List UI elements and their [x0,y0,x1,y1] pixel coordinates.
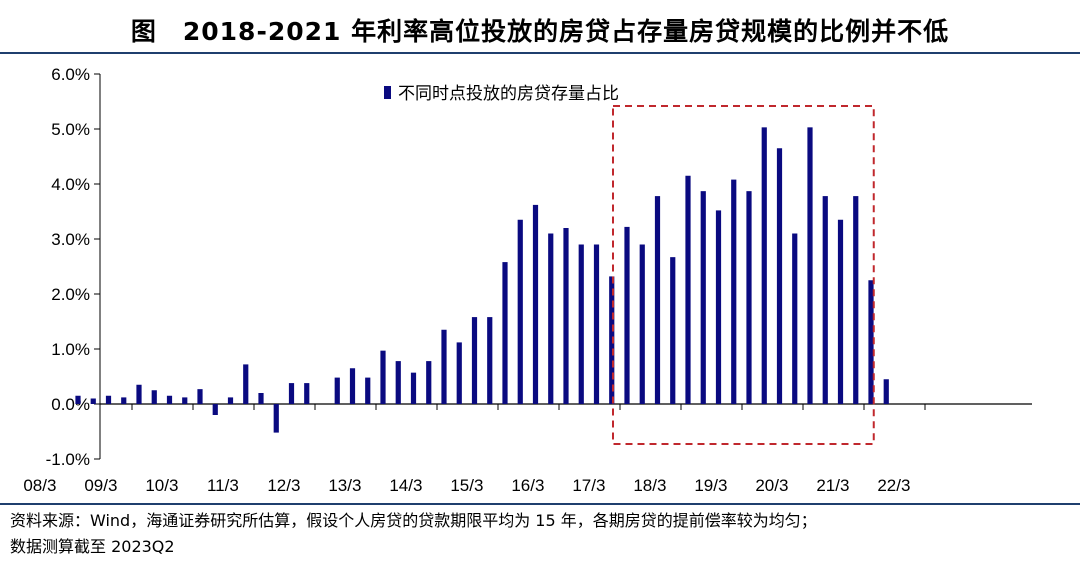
title-rule [0,52,1080,54]
bar [258,393,264,404]
x-tick-label: 13/3 [328,476,361,495]
x-tick-label: 08/3 [23,476,56,495]
y-tick-label: 4.0% [51,175,90,194]
chart-title-text: 2018-2021 年利率高位投放的房贷占存量房贷规模的比例并不低 [182,17,950,46]
bar [715,210,722,404]
bar [807,127,813,404]
highlight-box [612,105,875,445]
bar [853,196,859,404]
bar [243,364,249,404]
bar [212,404,218,415]
bar [334,377,340,404]
bar-chart: -1.0% 0.0% 1.0% 2.0% 3.0% 4.0% 5.0% 6.0% 08/3 09/… [23,65,1032,495]
source-rule [0,503,1080,505]
bar [151,390,157,404]
bar [227,397,234,404]
bar [609,276,615,404]
x-tick-label: 20/3 [755,476,788,495]
x-tick-label: 18/3 [633,476,666,495]
bar [136,384,142,404]
bar [639,244,645,404]
bar [471,317,478,404]
x-tick-label: 12/3 [267,476,300,495]
y-tick-label: 2.0% [51,285,90,304]
bar [182,397,188,404]
bar [883,379,889,404]
bar [761,127,767,404]
bar [837,219,844,404]
x-tick-label: 21/3 [816,476,849,495]
source-line-1: 资料来源：Wind，海通证券研究所估算，假设个人房贷的贷款期限平均为 15 年，… [10,511,817,530]
bar [532,204,539,404]
bar [121,397,127,404]
bar [105,395,112,404]
bar [822,196,828,404]
bar [426,361,432,404]
x-tick-label: 11/3 [207,476,239,495]
bar [410,372,417,404]
bar [456,342,462,404]
bar [563,228,569,404]
bar [654,196,661,404]
y-tick-label: 5.0% [51,120,90,139]
legend-swatch [384,86,391,99]
bar [624,226,630,404]
bar [517,219,523,404]
bar [349,368,356,404]
y-tick-label: -1.0% [46,450,90,469]
bar [380,350,386,404]
legend-label: 不同时点投放的房贷存量占比 [398,84,619,104]
bar [365,377,371,404]
bar [395,361,401,404]
bar [746,191,752,404]
title-bar: 图 2018-2021 年利率高位投放的房贷占存量房贷规模的比例并不低 [0,0,1080,52]
bar [593,244,600,404]
bar [548,233,554,404]
x-tick-label: 09/3 [84,476,117,495]
bar [441,329,447,404]
y-tick-label: 0.0% [51,395,90,414]
x-tick-label: 15/3 [450,476,483,495]
bar [197,389,203,404]
source-line-2: 数据测算截至 2023Q2 [10,537,175,556]
x-tick-label: 17/3 [572,476,605,495]
bar [166,395,173,404]
bar [670,257,676,404]
x-tick-label: 14/3 [389,476,422,495]
bar [578,244,584,404]
bar [731,179,737,404]
figure-label: 图 [130,17,157,46]
bar [868,280,874,404]
y-tick-label: 1.0% [51,340,90,359]
chart-title: 图 2018-2021 年利率高位投放的房贷占存量房贷规模的比例并不低 [0,12,1080,48]
bar [487,317,493,404]
bar [273,404,279,433]
x-tick-label: 16/3 [511,476,544,495]
bar [288,383,295,404]
x-tick-label: 10/3 [145,476,178,495]
bar [90,398,96,404]
bar [304,383,310,404]
x-tick-label: 19/3 [694,476,727,495]
x-tick-label: 22/3 [877,476,910,495]
y-tick-label: 6.0% [51,65,90,84]
bar [700,191,706,404]
bar [502,262,508,404]
y-tick-label: 3.0% [51,230,90,249]
bar [776,148,783,404]
source-note: 资料来源：Wind，海通证券研究所估算，假设个人房贷的贷款期限平均为 15 年，… [10,508,1075,560]
bar [75,395,81,404]
bar [792,233,798,404]
bar [685,175,691,404]
